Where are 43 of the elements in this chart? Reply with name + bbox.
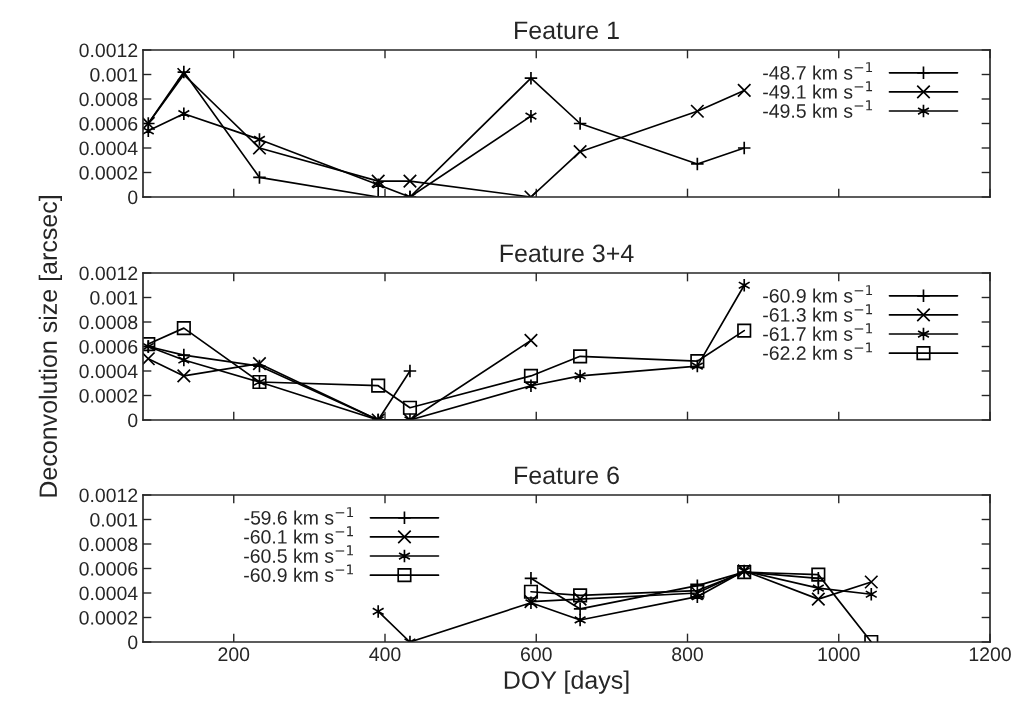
legend-label: -60.9 km s$^{−1}$	[244, 564, 354, 582]
y-tick-label: 0.001	[90, 512, 138, 527]
x-tick-label: 200	[218, 647, 250, 662]
y-tick-label: 0.0002	[79, 165, 138, 180]
x-axis-title: DOY [days]	[504, 670, 629, 694]
y-tick-label: 0.0006	[79, 116, 138, 131]
legend-label: -60.5 km s$^{−1}$	[244, 545, 354, 563]
y-tick-label: 0.0004	[79, 364, 138, 379]
y-tick-label: 0.0008	[79, 92, 138, 107]
legend-label: -59.6 km s$^{−1}$	[244, 507, 354, 525]
y-tick-label: 0.0002	[79, 610, 138, 625]
y-tick-label: 0.0008	[79, 315, 138, 330]
x-tick-label: 800	[672, 647, 703, 662]
chart-title: Feature 1	[515, 21, 619, 40]
y-tick-label: 0.0012	[79, 266, 138, 281]
y-tick-label: 0.001	[90, 290, 138, 305]
y-tick-label: 0.0002	[79, 388, 138, 403]
legend-label: -61.3 km s$^{−1}$	[763, 304, 873, 322]
legend-label: -60.9 km s$^{−1}$	[763, 285, 873, 303]
y-tick-label: 0	[128, 190, 138, 205]
chart-title: Feature 3+4	[500, 244, 634, 263]
y-tick-label: 0.0012	[79, 43, 138, 58]
legend-label: -49.1 km s$^{−1}$	[763, 81, 873, 99]
x-tick-label: 1000	[818, 647, 860, 662]
legend-label: -48.7 km s$^{−1}$	[763, 62, 873, 80]
y-tick-label: 0.0004	[79, 586, 138, 601]
y-tick-label: 0.0012	[79, 488, 138, 503]
y-tick-label: 0.0008	[79, 537, 138, 552]
legend-label: -49.5 km s$^{−1}$	[763, 100, 873, 118]
x-tick-label: 600	[521, 647, 552, 662]
y-tick-label: 0.001	[90, 67, 138, 82]
x-tick-label: 400	[369, 647, 401, 662]
legend-label: -61.7 km s$^{−1}$	[763, 323, 873, 341]
x-tick-label: 1200	[969, 647, 1011, 662]
y-axis-title: Deconvolution size [arcsec]	[38, 196, 63, 497]
y-tick-label: 0.0004	[79, 141, 138, 156]
y-tick-label: 0.0006	[79, 561, 138, 576]
legend-label: -62.2 km s$^{−1}$	[763, 342, 873, 360]
y-tick-label: 0	[128, 635, 138, 650]
legend-label: -60.1 km s$^{−1}$	[244, 526, 354, 544]
chart-title: Feature 6	[515, 466, 619, 485]
y-tick-label: 0.0006	[79, 339, 138, 354]
y-tick-label: 0	[128, 413, 138, 428]
